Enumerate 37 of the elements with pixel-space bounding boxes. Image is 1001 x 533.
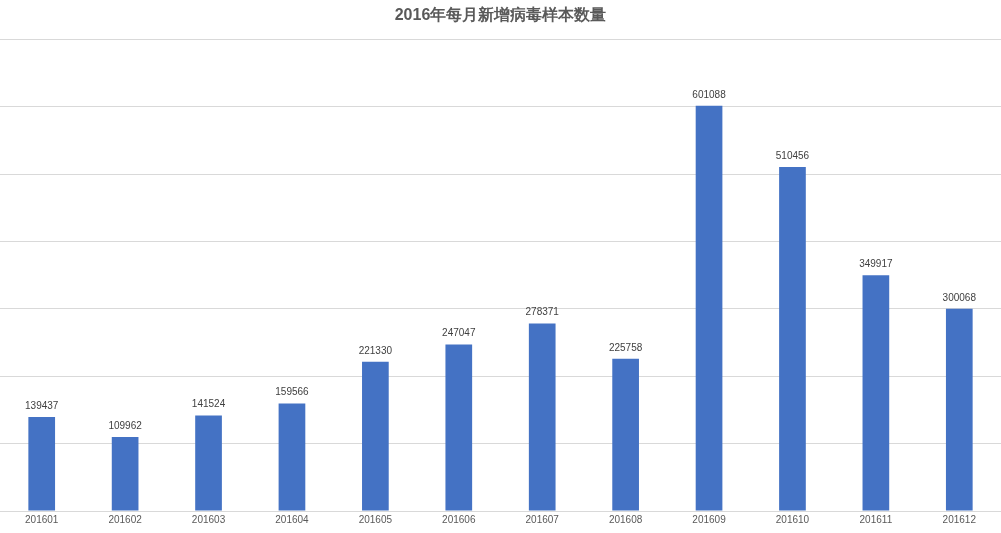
data-label: 159566 bbox=[275, 386, 310, 398]
data-label: 139437 bbox=[25, 399, 59, 411]
data-label: 221330 bbox=[358, 344, 393, 356]
x-tick-label: 201607 bbox=[525, 513, 560, 525]
data-label: 247047 bbox=[442, 327, 476, 339]
x-tick-label: 201612 bbox=[942, 513, 977, 525]
bar bbox=[862, 275, 890, 511]
x-tick-label: 201609 bbox=[692, 513, 727, 525]
bar bbox=[362, 361, 389, 511]
chart-title: 2016年每月新增病毒样本数量 bbox=[394, 6, 607, 24]
bar bbox=[695, 105, 723, 511]
data-label: 349917 bbox=[859, 257, 893, 269]
data-label: 225758 bbox=[608, 341, 643, 353]
bar bbox=[195, 415, 222, 511]
bar bbox=[445, 344, 473, 511]
bar bbox=[111, 436, 139, 511]
data-label: 141524 bbox=[191, 398, 226, 410]
x-tick-label: 201602 bbox=[108, 513, 143, 525]
bar bbox=[612, 358, 639, 511]
x-tick-label: 201605 bbox=[358, 513, 393, 525]
x-tick-label: 201606 bbox=[442, 513, 476, 525]
data-label: 300068 bbox=[942, 291, 977, 303]
data-label: 601088 bbox=[692, 88, 727, 100]
data-label: 278371 bbox=[525, 306, 560, 318]
x-tick-label: 201601 bbox=[25, 513, 59, 525]
bar bbox=[278, 403, 306, 511]
x-tick-label: 201604 bbox=[275, 513, 310, 525]
x-tick-label: 201603 bbox=[191, 513, 226, 525]
x-tick-label: 201608 bbox=[608, 513, 643, 525]
bar bbox=[28, 417, 56, 511]
data-label: 109962 bbox=[108, 419, 143, 431]
x-tick-label: 201611 bbox=[859, 513, 893, 525]
bar bbox=[945, 308, 973, 511]
x-tick-label: 201610 bbox=[775, 513, 810, 525]
bar bbox=[528, 323, 556, 511]
data-label: 510456 bbox=[775, 149, 810, 161]
bar bbox=[779, 166, 806, 511]
